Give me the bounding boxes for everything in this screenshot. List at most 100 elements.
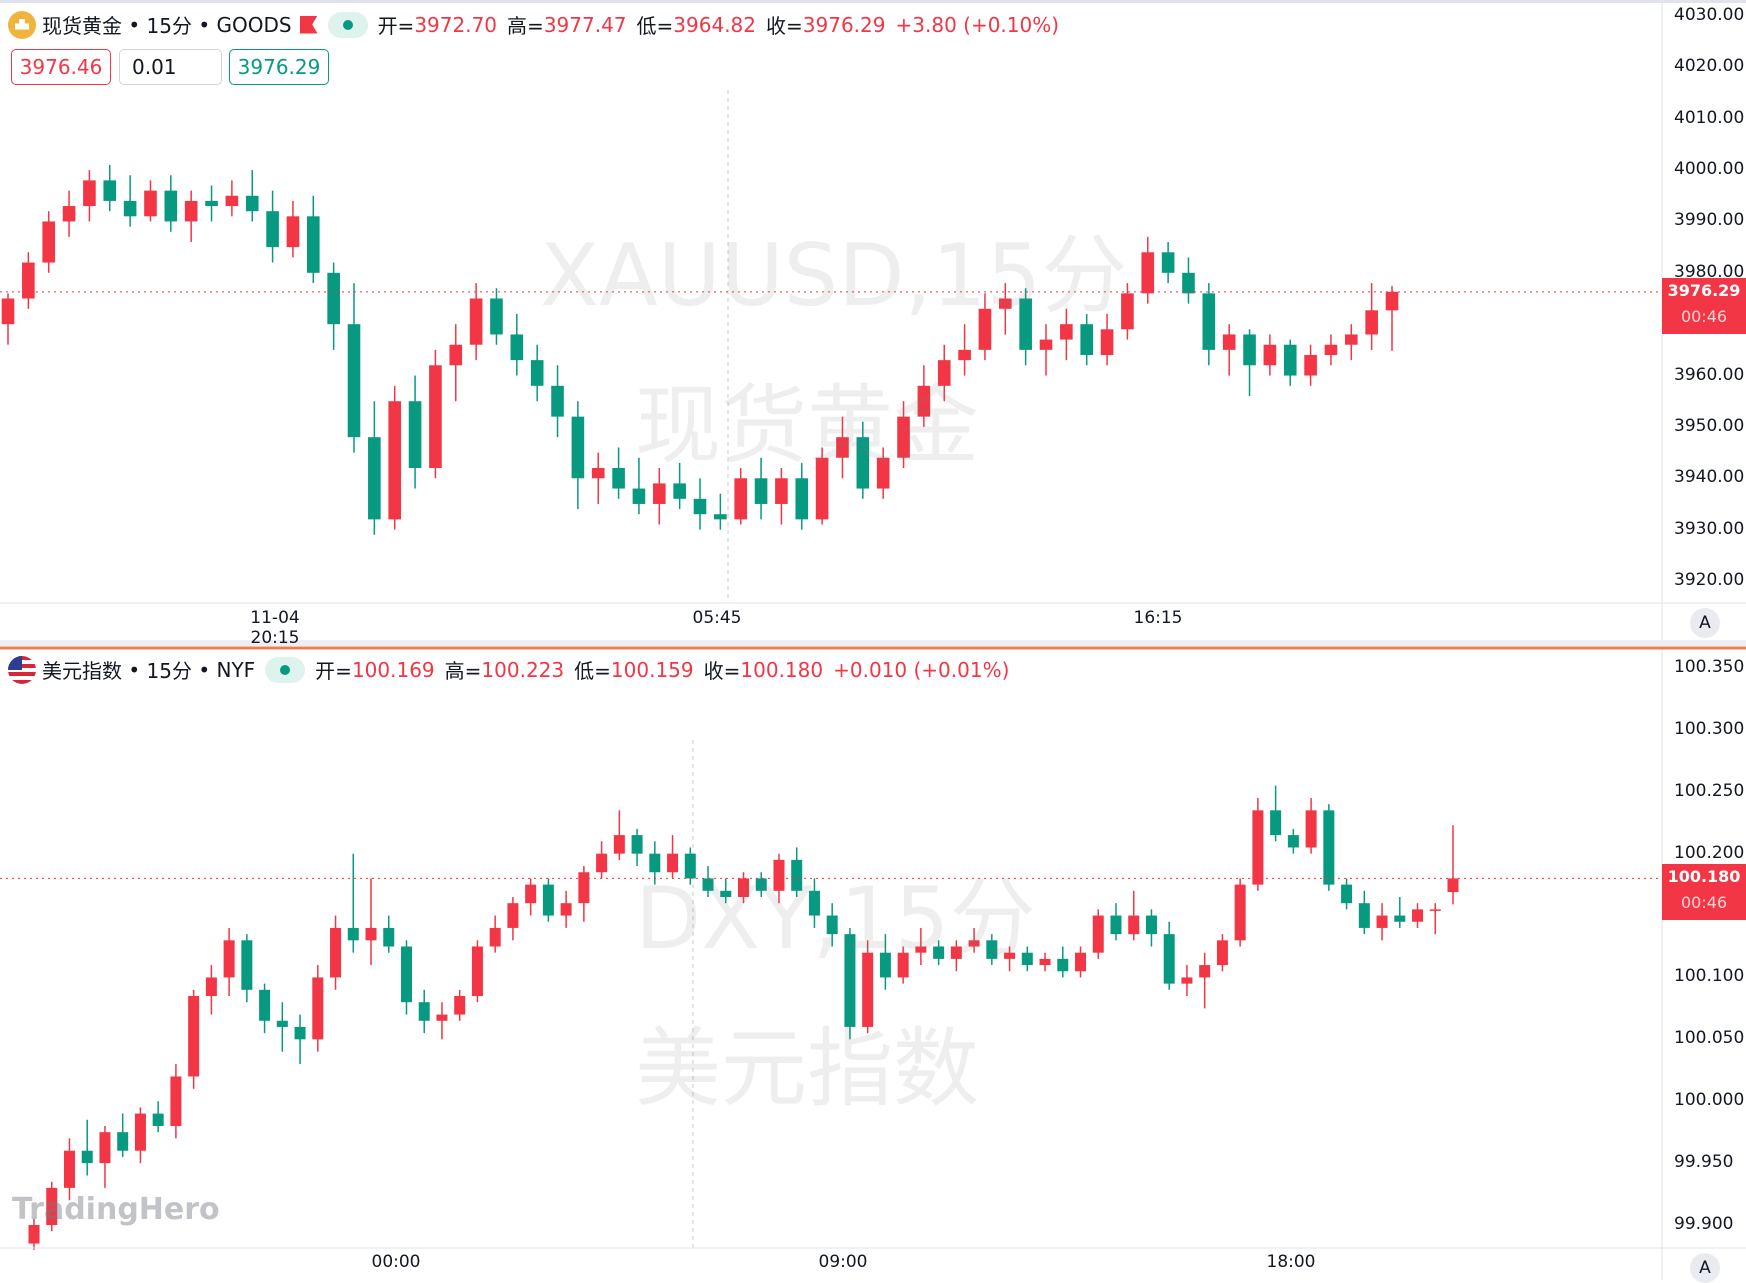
candle-body <box>400 946 412 1003</box>
candle-body <box>42 221 56 263</box>
candle-body <box>1376 915 1388 928</box>
watermark-name: 美元指数 <box>635 1019 979 1119</box>
candle-body <box>1447 878 1459 893</box>
current-price-label: 100.180 00:46 <box>1662 864 1746 920</box>
candle-body <box>826 915 838 935</box>
candle-body <box>205 977 217 997</box>
candle-body <box>937 360 951 386</box>
y-tick-label: 100.350 <box>1674 657 1745 677</box>
candle-body <box>1305 810 1317 848</box>
flag-icon[interactable] <box>299 15 318 34</box>
candle-body <box>327 272 340 325</box>
candle-body <box>1057 958 1069 972</box>
candle-body <box>791 859 803 891</box>
candle-body <box>1182 272 1195 294</box>
candle-body <box>418 1002 430 1021</box>
x-tick-label: 05:45 <box>692 608 742 628</box>
candle-body <box>1365 310 1378 335</box>
candle-body <box>815 457 829 520</box>
candle-body <box>117 1132 129 1151</box>
symbol-name[interactable]: 现货黄金 <box>42 14 122 38</box>
x-tick-label: 11-04 20:15 <box>250 608 300 648</box>
candle-body <box>862 952 874 1027</box>
y-tick-label: 3920.00 <box>1674 570 1745 590</box>
candle-body <box>1412 909 1424 922</box>
y-tick-label: 3930.00 <box>1674 518 1745 539</box>
interval[interactable]: 15分 <box>146 14 192 38</box>
candle-body <box>1394 915 1406 922</box>
sell-button[interactable]: 3976.46 <box>11 49 111 85</box>
open-value: 3972.70 <box>414 12 498 37</box>
candle-body <box>986 940 998 959</box>
symbol-name[interactable]: 美元指数 <box>42 659 122 683</box>
candle-body <box>22 262 35 299</box>
market-status-icon[interactable] <box>327 11 368 38</box>
candle-body <box>184 200 198 222</box>
candle-body <box>693 498 707 515</box>
candle-body <box>266 211 279 248</box>
candle-body <box>1323 810 1335 885</box>
candle-body <box>1039 339 1053 350</box>
candle-body <box>1060 324 1073 340</box>
bar-countdown: 00:46 <box>1680 893 1728 912</box>
candle-body <box>667 853 679 873</box>
candle-body <box>897 952 909 978</box>
candle-body <box>836 437 849 458</box>
candle-body <box>1163 934 1175 984</box>
us-flag-icon <box>8 655 36 684</box>
auto-scale-button[interactable]: A <box>1690 608 1720 638</box>
candle-body <box>123 200 137 217</box>
candle-body <box>720 890 732 897</box>
candle-body <box>490 298 503 335</box>
candle-body <box>99 1132 111 1164</box>
market-status-icon[interactable] <box>265 656 306 683</box>
candle-body <box>144 190 157 217</box>
candle-body <box>775 478 788 504</box>
y-tick-label: 99.950 <box>1674 1152 1734 1173</box>
candle-body <box>1252 810 1264 885</box>
candle-body <box>259 989 271 1021</box>
candle-body <box>330 927 342 978</box>
y-tick-label: 3940.00 <box>1674 467 1745 488</box>
candle-body <box>978 308 992 350</box>
open-label: 开= <box>315 659 352 683</box>
candle-body <box>1222 334 1236 350</box>
candle-body <box>365 927 377 941</box>
close-label: 收= <box>703 659 741 683</box>
candle-body <box>673 483 686 499</box>
quantity-input[interactable]: 0.01 <box>119 49 222 85</box>
candle-body <box>164 190 178 222</box>
current-price: 100.180 <box>1667 867 1741 886</box>
y-tick-label: 99.900 <box>1674 1214 1734 1234</box>
y-tick-label: 3960.00 <box>1674 364 1745 385</box>
candle-body <box>170 1076 182 1126</box>
candle-body <box>312 977 324 1040</box>
low-value: 100.159 <box>610 657 694 682</box>
candle-body <box>950 946 962 959</box>
candle-body <box>471 946 483 997</box>
open-value: 100.169 <box>351 657 435 682</box>
close-value: 100.180 <box>740 657 824 682</box>
candle-body <box>1161 252 1175 273</box>
candle-body <box>134 1113 146 1151</box>
candle-body <box>1263 344 1277 366</box>
candle-body <box>702 878 714 891</box>
candle-body <box>1216 940 1228 966</box>
candle-body <box>612 468 625 489</box>
candle-body <box>1019 298 1032 350</box>
watermark-name: 现货黄金 <box>635 376 979 476</box>
candle-body <box>103 180 117 201</box>
candle-body <box>917 385 931 417</box>
buy-button[interactable]: 3976.29 <box>229 49 329 85</box>
candle-body <box>188 996 200 1077</box>
auto-scale-button[interactable]: A <box>1690 1253 1720 1283</box>
candle-body <box>152 1113 164 1126</box>
y-tick-label: 4020.00 <box>1674 56 1745 77</box>
candle-body <box>510 334 524 361</box>
interval[interactable]: 15分 <box>146 659 192 683</box>
candle-body <box>652 483 666 504</box>
candle-body <box>347 927 359 941</box>
exchange: NYF <box>216 657 256 682</box>
low-label: 低= <box>574 659 611 683</box>
